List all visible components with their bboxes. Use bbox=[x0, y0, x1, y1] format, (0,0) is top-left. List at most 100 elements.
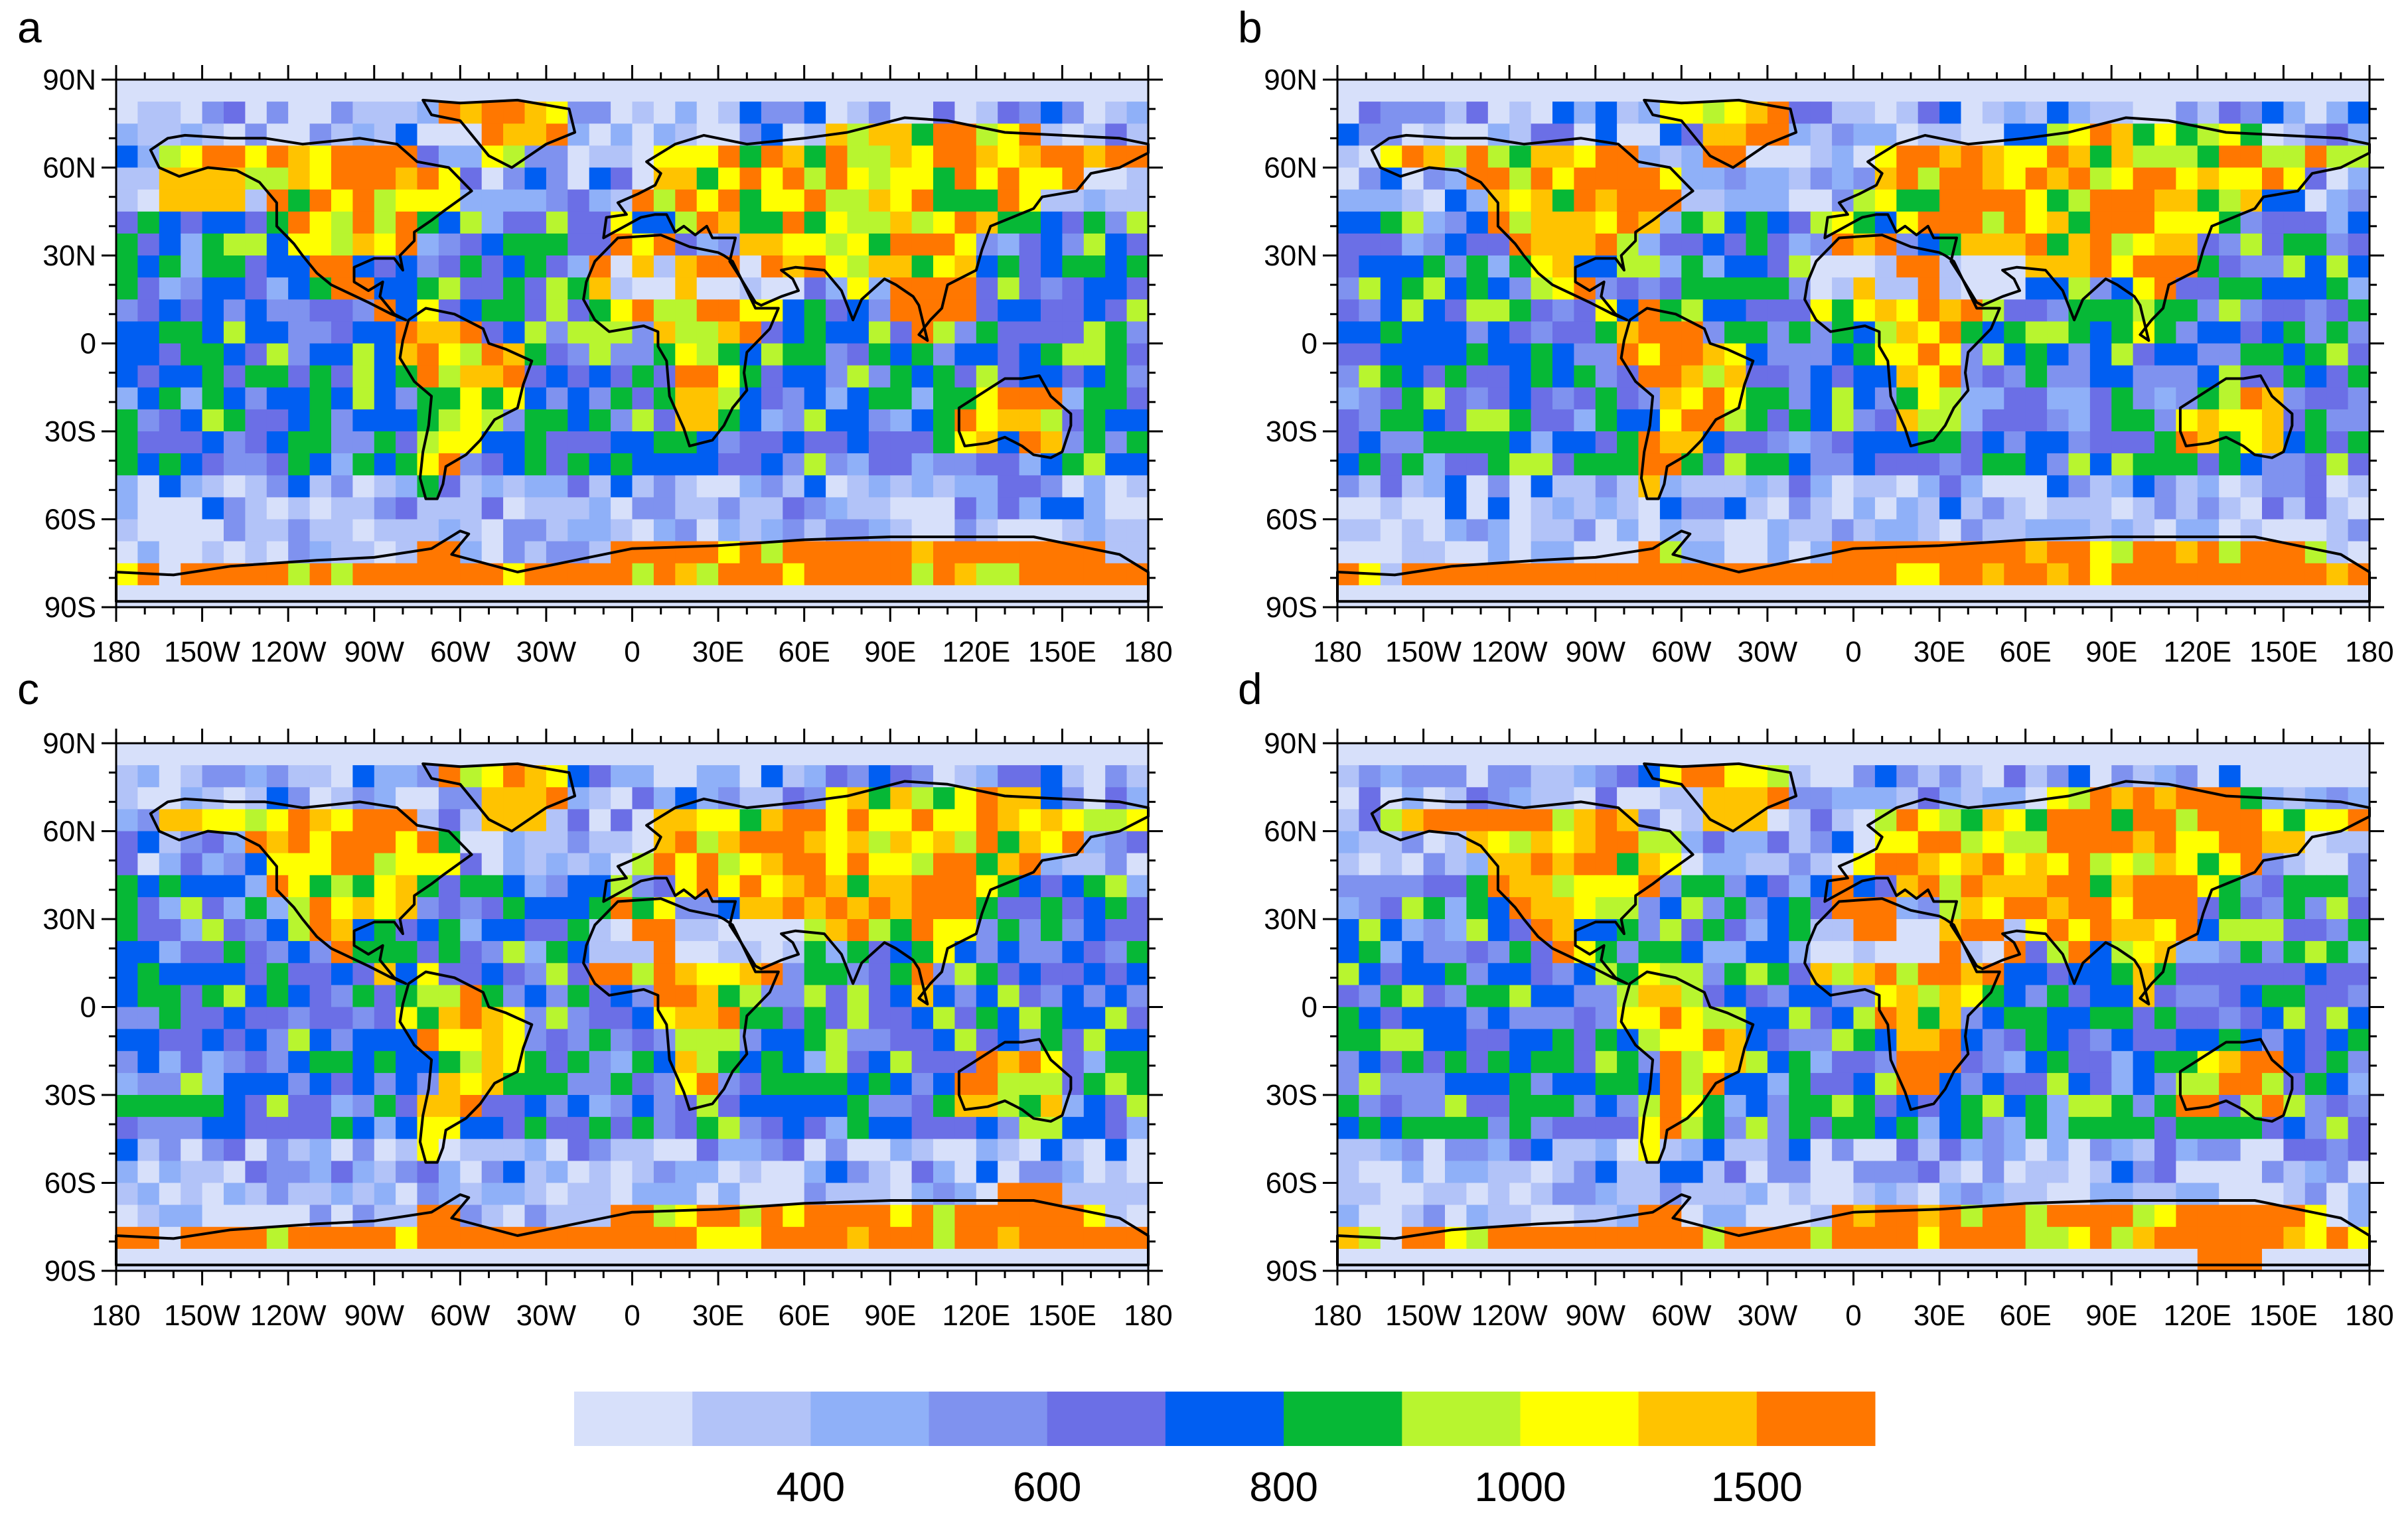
grid-cell bbox=[1918, 80, 1940, 102]
grid-cell bbox=[653, 541, 676, 564]
x-tick-label: 30E bbox=[692, 1299, 744, 1332]
grid-cell bbox=[1702, 897, 1725, 920]
grid-cell bbox=[1337, 102, 1359, 124]
grid-cell bbox=[2197, 1117, 2220, 1139]
grid-cell bbox=[2219, 80, 2241, 102]
grid-cell bbox=[1105, 1072, 1128, 1096]
grid-cell bbox=[137, 409, 160, 432]
grid-cell bbox=[1961, 233, 1983, 256]
grid-cell bbox=[1702, 387, 1725, 410]
grid-cell bbox=[374, 897, 396, 920]
grid-cell bbox=[2047, 167, 2069, 190]
grid-cell bbox=[1337, 985, 1359, 1008]
grid-cell bbox=[1423, 233, 1446, 256]
grid-cell bbox=[826, 145, 848, 169]
grid-cell bbox=[2089, 343, 2112, 366]
grid-cell bbox=[1380, 1161, 1402, 1184]
grid-cell bbox=[1918, 189, 1940, 212]
grid-cell bbox=[1509, 941, 1532, 964]
grid-cell bbox=[1402, 541, 1424, 564]
grid-cell bbox=[611, 563, 633, 586]
grid-cell bbox=[159, 1204, 181, 1228]
grid-cell bbox=[1724, 941, 1747, 964]
grid-cell bbox=[503, 431, 526, 454]
grid-cell bbox=[890, 875, 913, 898]
grid-cell bbox=[2004, 343, 2026, 366]
grid-cell bbox=[890, 985, 913, 1008]
grid-cell bbox=[2004, 321, 2026, 344]
grid-cell bbox=[1487, 897, 1510, 920]
grid-cell bbox=[181, 519, 203, 542]
grid-cell bbox=[159, 1029, 181, 1052]
grid-cell bbox=[1702, 277, 1725, 300]
grid-cell bbox=[352, 743, 375, 766]
grid-cell bbox=[1767, 211, 1789, 234]
grid-cell bbox=[224, 875, 246, 898]
grid-cell bbox=[546, 167, 568, 190]
grid-cell bbox=[331, 1183, 353, 1206]
grid-cell bbox=[847, 897, 869, 920]
grid-cell bbox=[2154, 585, 2176, 608]
grid-cell bbox=[696, 1050, 719, 1074]
grid-cell bbox=[2304, 743, 2327, 766]
grid-cell bbox=[653, 1161, 676, 1184]
grid-cell bbox=[1874, 1117, 1897, 1139]
grid-cell bbox=[438, 585, 461, 608]
grid-cell bbox=[696, 80, 719, 102]
grid-cell bbox=[266, 255, 289, 278]
grid-cell bbox=[1810, 941, 1833, 964]
grid-cell bbox=[1423, 387, 1446, 410]
grid-cell bbox=[1982, 585, 2004, 608]
grid-cell bbox=[1659, 167, 1682, 190]
grid-cell bbox=[438, 387, 461, 410]
grid-cell bbox=[2240, 387, 2263, 410]
grid-cell bbox=[224, 497, 246, 520]
grid-cell bbox=[1896, 809, 1919, 832]
grid-cell bbox=[1982, 1183, 2004, 1206]
grid-cell bbox=[826, 1072, 848, 1096]
panel-label-a: a bbox=[17, 3, 42, 52]
grid-cell bbox=[933, 1183, 955, 1206]
grid-cell bbox=[1083, 1139, 1106, 1161]
grid-cell bbox=[611, 1007, 633, 1030]
grid-cell bbox=[2304, 431, 2327, 454]
grid-cell bbox=[1832, 277, 1854, 300]
grid-cell bbox=[847, 985, 869, 1008]
grid-cell bbox=[1832, 475, 1854, 498]
grid-cell bbox=[1487, 1117, 1510, 1139]
grid-cell bbox=[1982, 255, 2004, 278]
grid-cell bbox=[847, 1204, 869, 1228]
grid-cell bbox=[1724, 497, 1747, 520]
grid-cell bbox=[826, 299, 848, 322]
grid-cell bbox=[266, 765, 289, 788]
grid-cell bbox=[911, 1050, 934, 1074]
grid-cell bbox=[460, 409, 483, 432]
grid-cell bbox=[1874, 1226, 1897, 1250]
grid-cell bbox=[1487, 497, 1510, 520]
grid-cell bbox=[675, 919, 698, 942]
grid-cell bbox=[2326, 1117, 2349, 1139]
grid-cell bbox=[632, 475, 654, 498]
grid-cell bbox=[783, 233, 805, 256]
grid-cell bbox=[739, 585, 762, 608]
grid-cell bbox=[632, 453, 654, 476]
grid-cell bbox=[1874, 387, 1897, 410]
grid-cell bbox=[137, 875, 160, 898]
grid-cell bbox=[438, 343, 461, 366]
grid-cell bbox=[2304, 255, 2327, 278]
grid-cell bbox=[181, 963, 203, 985]
grid-cell bbox=[2111, 831, 2134, 854]
y-tick-label: 90N bbox=[1264, 64, 1317, 96]
grid-cell bbox=[1574, 145, 1596, 169]
grid-cell bbox=[739, 875, 762, 898]
axis-ticks bbox=[102, 65, 1163, 622]
grid-cell bbox=[847, 831, 869, 854]
grid-cell bbox=[1810, 1072, 1833, 1096]
grid-cell bbox=[309, 167, 332, 190]
grid-cell bbox=[1083, 145, 1106, 169]
grid-cell bbox=[783, 585, 805, 608]
grid-cell bbox=[1359, 409, 1381, 432]
grid-cell bbox=[933, 189, 955, 212]
grid-cell bbox=[503, 1183, 526, 1206]
grid-cell bbox=[396, 475, 418, 498]
